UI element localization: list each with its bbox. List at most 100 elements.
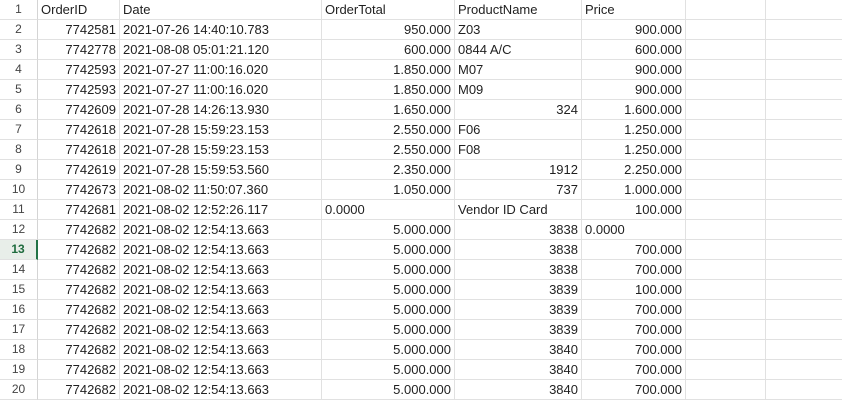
table-cell[interactable]: 2021-08-02 12:54:13.663 bbox=[120, 340, 322, 360]
table-cell[interactable]: 3838 bbox=[455, 220, 582, 240]
row-header[interactable]: 17 bbox=[0, 320, 38, 340]
table-cell[interactable]: 2021-08-02 12:54:13.663 bbox=[120, 360, 322, 380]
empty-cell[interactable] bbox=[766, 340, 842, 360]
table-cell[interactable]: 3839 bbox=[455, 300, 582, 320]
row-header[interactable]: 18 bbox=[0, 340, 38, 360]
empty-cell[interactable] bbox=[686, 280, 766, 300]
table-cell[interactable]: 2.350.000 bbox=[322, 160, 455, 180]
table-cell[interactable]: 2021-08-02 12:54:13.663 bbox=[120, 260, 322, 280]
table-cell[interactable]: 2021-08-02 12:54:13.663 bbox=[120, 380, 322, 400]
table-cell[interactable]: 7742618 bbox=[38, 140, 120, 160]
empty-cell[interactable] bbox=[686, 20, 766, 40]
table-cell[interactable]: 5.000.000 bbox=[322, 320, 455, 340]
table-cell[interactable]: Vendor ID Card bbox=[455, 200, 582, 220]
table-cell[interactable]: 5.000.000 bbox=[322, 360, 455, 380]
empty-cell[interactable] bbox=[686, 220, 766, 240]
empty-cell[interactable] bbox=[766, 80, 842, 100]
empty-cell[interactable] bbox=[686, 360, 766, 380]
empty-cell[interactable] bbox=[686, 320, 766, 340]
row-header[interactable]: 7 bbox=[0, 120, 38, 140]
table-cell[interactable]: 5.000.000 bbox=[322, 340, 455, 360]
table-cell[interactable]: F06 bbox=[455, 120, 582, 140]
empty-cell[interactable] bbox=[766, 120, 842, 140]
table-cell[interactable]: 1.600.000 bbox=[582, 100, 686, 120]
row-header[interactable]: 8 bbox=[0, 140, 38, 160]
row-header[interactable]: 13 bbox=[0, 240, 38, 260]
table-cell[interactable]: 7742682 bbox=[38, 360, 120, 380]
table-cell[interactable]: 7742682 bbox=[38, 380, 120, 400]
table-cell[interactable]: 7742681 bbox=[38, 200, 120, 220]
table-cell[interactable]: M07 bbox=[455, 60, 582, 80]
table-cell[interactable]: 5.000.000 bbox=[322, 240, 455, 260]
empty-cell[interactable] bbox=[686, 160, 766, 180]
empty-cell[interactable] bbox=[766, 240, 842, 260]
empty-cell[interactable] bbox=[686, 140, 766, 160]
empty-cell[interactable] bbox=[686, 260, 766, 280]
table-cell[interactable]: 700.000 bbox=[582, 360, 686, 380]
table-cell[interactable]: 3838 bbox=[455, 240, 582, 260]
table-cell[interactable]: 100.000 bbox=[582, 200, 686, 220]
header-cell[interactable]: ProductName bbox=[455, 0, 582, 20]
table-cell[interactable]: 7742593 bbox=[38, 60, 120, 80]
table-cell[interactable]: 7742609 bbox=[38, 100, 120, 120]
row-header[interactable]: 14 bbox=[0, 260, 38, 280]
table-cell[interactable]: 3839 bbox=[455, 280, 582, 300]
table-cell[interactable]: 324 bbox=[455, 100, 582, 120]
table-cell[interactable]: 700.000 bbox=[582, 380, 686, 400]
empty-cell[interactable] bbox=[766, 300, 842, 320]
table-cell[interactable]: 5.000.000 bbox=[322, 280, 455, 300]
table-cell[interactable]: 7742682 bbox=[38, 220, 120, 240]
table-cell[interactable]: 5.000.000 bbox=[322, 260, 455, 280]
table-cell[interactable]: 100.000 bbox=[582, 280, 686, 300]
table-cell[interactable]: 3840 bbox=[455, 340, 582, 360]
empty-cell[interactable] bbox=[686, 120, 766, 140]
empty-cell[interactable] bbox=[766, 20, 842, 40]
row-header[interactable]: 6 bbox=[0, 100, 38, 120]
table-cell[interactable]: 2.250.000 bbox=[582, 160, 686, 180]
table-cell[interactable]: 0.0000 bbox=[322, 200, 455, 220]
table-cell[interactable]: 700.000 bbox=[582, 260, 686, 280]
table-cell[interactable]: 700.000 bbox=[582, 340, 686, 360]
table-cell[interactable]: 1.000.000 bbox=[582, 180, 686, 200]
table-cell[interactable]: 5.000.000 bbox=[322, 380, 455, 400]
empty-cell[interactable] bbox=[766, 160, 842, 180]
empty-cell[interactable] bbox=[686, 300, 766, 320]
empty-cell[interactable] bbox=[686, 0, 766, 20]
table-cell[interactable]: 7742778 bbox=[38, 40, 120, 60]
row-header[interactable]: 4 bbox=[0, 60, 38, 80]
table-cell[interactable]: 3840 bbox=[455, 360, 582, 380]
empty-cell[interactable] bbox=[686, 80, 766, 100]
row-header[interactable]: 15 bbox=[0, 280, 38, 300]
table-cell[interactable]: 1.050.000 bbox=[322, 180, 455, 200]
table-cell[interactable]: 2021-07-26 14:40:10.783 bbox=[120, 20, 322, 40]
table-cell[interactable]: 5.000.000 bbox=[322, 220, 455, 240]
header-cell[interactable]: OrderTotal bbox=[322, 0, 455, 20]
table-cell[interactable]: 1.250.000 bbox=[582, 120, 686, 140]
table-cell[interactable]: 5.000.000 bbox=[322, 300, 455, 320]
table-cell[interactable]: 2021-07-28 15:59:53.560 bbox=[120, 160, 322, 180]
table-cell[interactable]: 2021-07-28 15:59:23.153 bbox=[120, 140, 322, 160]
table-cell[interactable]: 7742682 bbox=[38, 320, 120, 340]
table-cell[interactable]: 2021-08-02 11:50:07.360 bbox=[120, 180, 322, 200]
empty-cell[interactable] bbox=[686, 200, 766, 220]
empty-cell[interactable] bbox=[686, 340, 766, 360]
row-header[interactable]: 9 bbox=[0, 160, 38, 180]
table-cell[interactable]: 3840 bbox=[455, 380, 582, 400]
table-cell[interactable]: 700.000 bbox=[582, 240, 686, 260]
empty-cell[interactable] bbox=[766, 280, 842, 300]
empty-cell[interactable] bbox=[766, 360, 842, 380]
empty-cell[interactable] bbox=[686, 380, 766, 400]
table-cell[interactable]: 737 bbox=[455, 180, 582, 200]
table-cell[interactable]: 2021-08-02 12:54:13.663 bbox=[120, 320, 322, 340]
table-cell[interactable]: 7742593 bbox=[38, 80, 120, 100]
row-header[interactable]: 3 bbox=[0, 40, 38, 60]
table-cell[interactable]: 7742673 bbox=[38, 180, 120, 200]
empty-cell[interactable] bbox=[766, 180, 842, 200]
row-header[interactable]: 12 bbox=[0, 220, 38, 240]
empty-cell[interactable] bbox=[686, 100, 766, 120]
table-cell[interactable]: 2021-07-28 15:59:23.153 bbox=[120, 120, 322, 140]
table-cell[interactable]: 0844 A/C bbox=[455, 40, 582, 60]
empty-cell[interactable] bbox=[766, 380, 842, 400]
table-cell[interactable]: 1912 bbox=[455, 160, 582, 180]
